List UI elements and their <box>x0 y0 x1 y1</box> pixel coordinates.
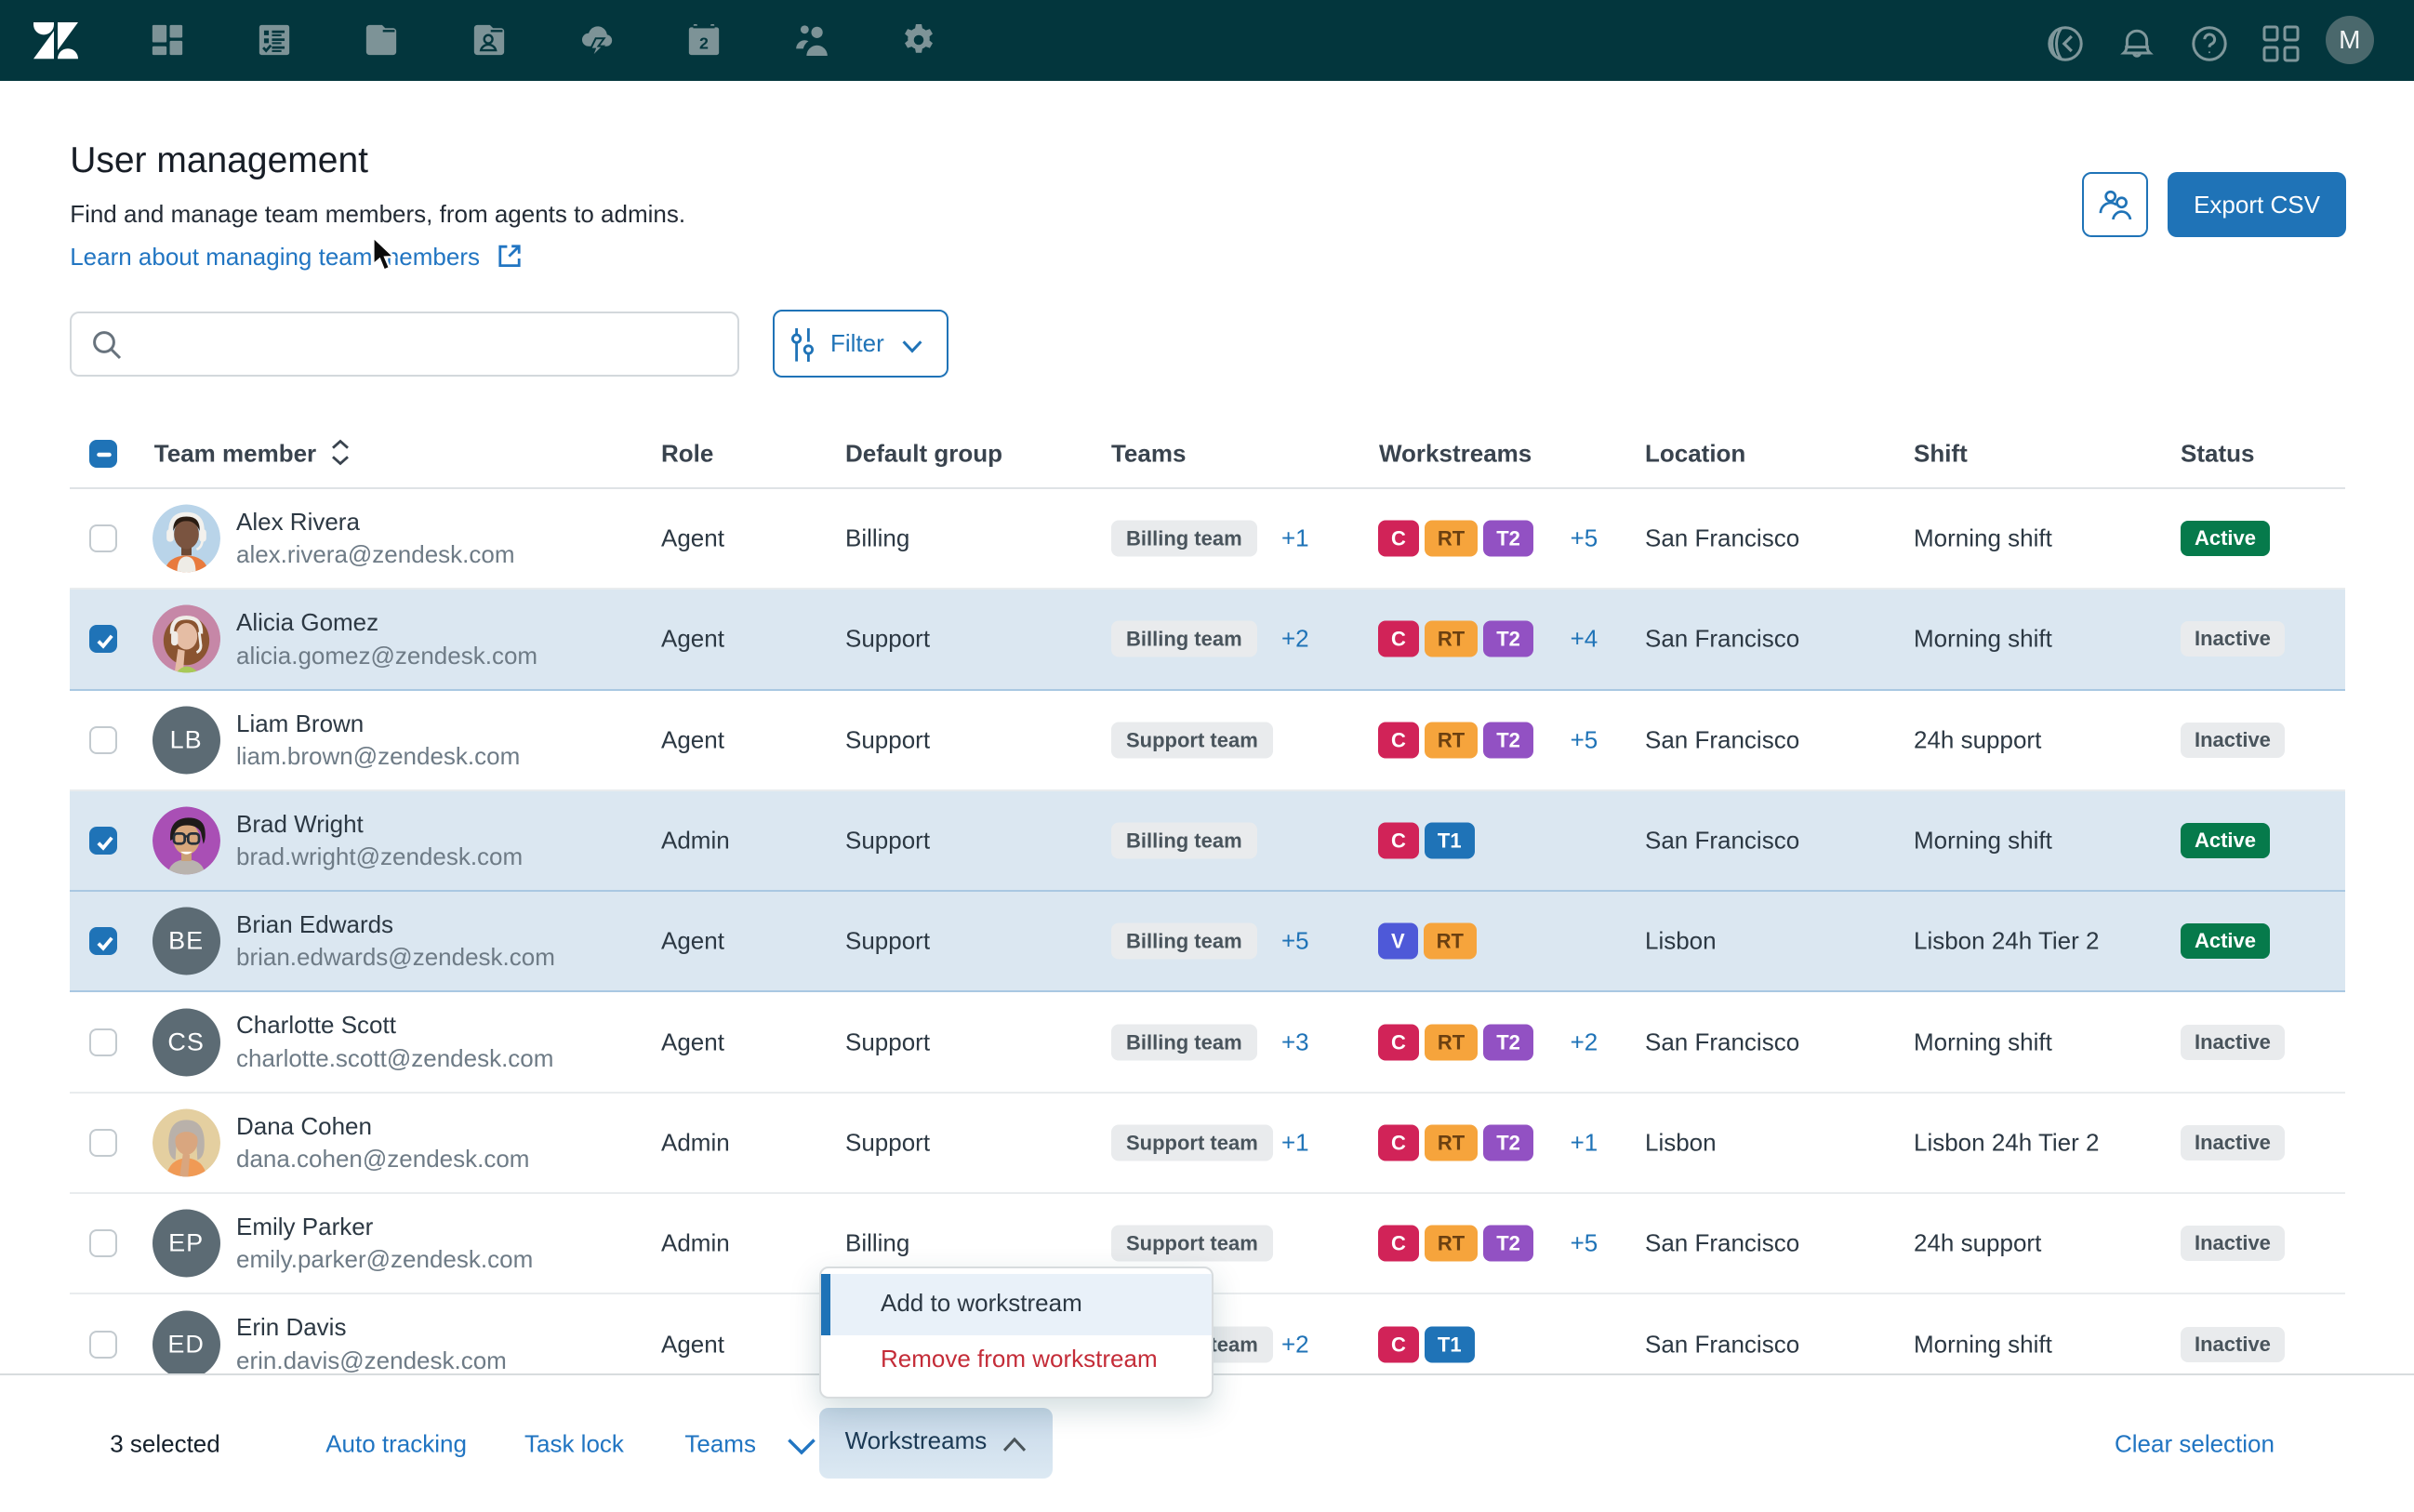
svg-text:2: 2 <box>699 34 709 53</box>
